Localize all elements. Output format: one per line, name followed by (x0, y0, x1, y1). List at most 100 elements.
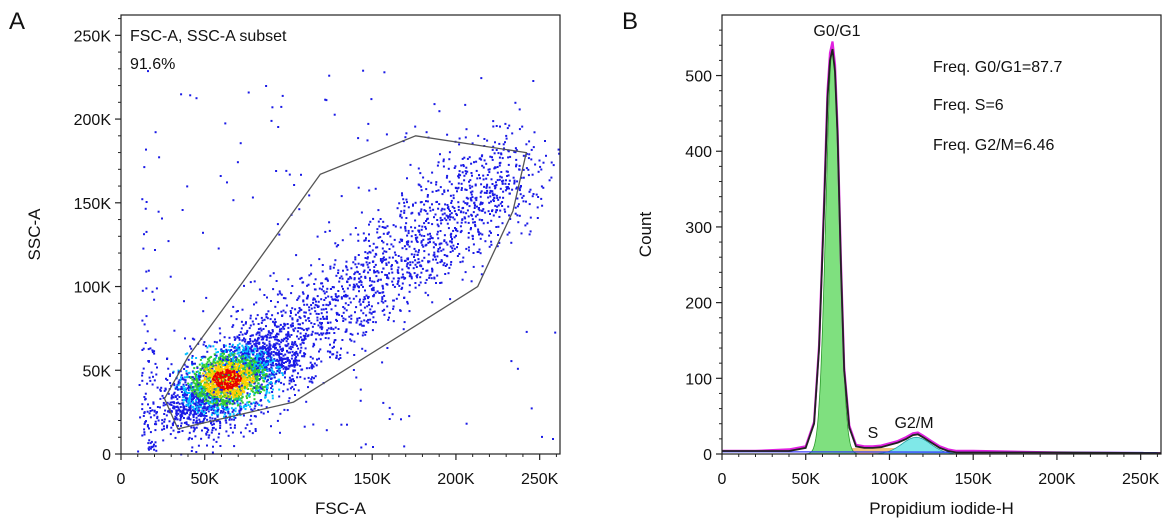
scatter-point (189, 402, 191, 405)
scatter-point (185, 372, 188, 375)
scatter-point (447, 216, 450, 219)
scatter-point (466, 202, 469, 205)
scatter-point (318, 258, 321, 261)
scatter-point (230, 397, 232, 400)
scatter-point (244, 362, 247, 365)
scatter-point (481, 219, 484, 221)
scatter-point (320, 360, 323, 363)
scatter-point (188, 406, 191, 409)
scatter-point (408, 284, 411, 287)
scatter-point (530, 407, 533, 410)
scatter-point (190, 400, 193, 403)
scatter-point (418, 224, 421, 227)
scatter-point (196, 387, 199, 389)
scatter-point (478, 157, 481, 160)
scatter-point (216, 394, 219, 397)
scatter-point (444, 273, 447, 275)
scatter-point (209, 390, 212, 393)
scatter-point (382, 232, 385, 235)
scatter-point (495, 194, 498, 197)
scatter-point (183, 421, 186, 424)
scatter-point (172, 393, 175, 396)
scatter-point (268, 373, 271, 376)
scatter-point (275, 338, 278, 341)
scatter-point (409, 163, 412, 166)
scatter-point (201, 365, 204, 368)
scatter-point (362, 331, 365, 334)
scatter-point (365, 261, 368, 264)
scatter-point (467, 246, 470, 249)
scatter-point (244, 345, 247, 348)
scatter-point (552, 164, 555, 167)
scatter-point (220, 365, 223, 368)
scatter-point (149, 442, 152, 445)
scatter-point (303, 311, 306, 314)
scatter-point (202, 355, 205, 358)
scatter-point (154, 441, 157, 444)
scatter-point (249, 363, 252, 365)
scatter-point (439, 216, 442, 219)
scatter-point (266, 388, 268, 391)
scatter-point (375, 275, 378, 278)
scatter-point (189, 345, 192, 348)
scatter-point (207, 405, 210, 408)
scatter-point (262, 341, 265, 344)
scatter-point (447, 205, 450, 208)
scatter-point (448, 158, 451, 161)
scatter-point (251, 379, 254, 382)
scatter-point (252, 374, 255, 377)
scatter-point (433, 277, 436, 280)
scatter-point (370, 98, 373, 101)
scatter-point (245, 321, 247, 324)
scatter-point (198, 371, 201, 374)
scatter-point (246, 423, 249, 426)
scatter-point (173, 382, 176, 385)
x-tick-label: 50K (190, 471, 219, 488)
scatter-point (181, 209, 184, 211)
scatter-point (435, 183, 438, 186)
scatter-point (193, 372, 196, 375)
scatter-point (477, 250, 480, 253)
scatter-point (262, 376, 265, 379)
scatter-point (224, 374, 227, 377)
scatter-point (425, 220, 427, 222)
scatter-point (254, 338, 257, 341)
scatter-point (292, 378, 295, 381)
scatter-point (246, 382, 249, 385)
scatter-point (265, 380, 268, 383)
scatter-point (240, 397, 243, 400)
scatter-point (495, 226, 498, 228)
scatter-point (244, 322, 247, 325)
scatter-point (203, 384, 206, 386)
scatter-point (343, 307, 346, 310)
scatter-point (215, 375, 218, 378)
scatter-point (287, 334, 290, 337)
scatter-point (258, 357, 260, 360)
scatter-point (259, 392, 261, 395)
scatter-point (233, 370, 236, 373)
scatter-point (203, 418, 205, 421)
scatter-point (224, 399, 227, 402)
scatter-point (408, 310, 411, 313)
scatter-point (433, 253, 436, 256)
scatter-point (176, 424, 179, 427)
scatter-point (335, 356, 338, 359)
scatter-point (266, 362, 269, 365)
scatter-point (534, 163, 537, 166)
scatter-point (208, 434, 211, 437)
scatter-point (268, 346, 271, 349)
scatter-point (436, 164, 439, 167)
scatter-point (383, 313, 386, 316)
scatter-point (389, 235, 392, 238)
scatter-point (414, 286, 417, 289)
scatter-point (338, 313, 341, 316)
scatter-point (446, 204, 449, 206)
scatter-point (469, 187, 472, 190)
scatter-point (381, 285, 384, 288)
scatter-point (285, 169, 288, 172)
scatter-point (214, 361, 217, 364)
scatter-point (172, 396, 175, 399)
panel-b-letter: B (622, 8, 639, 35)
scatter-point (408, 271, 411, 274)
scatter-point (490, 178, 493, 181)
